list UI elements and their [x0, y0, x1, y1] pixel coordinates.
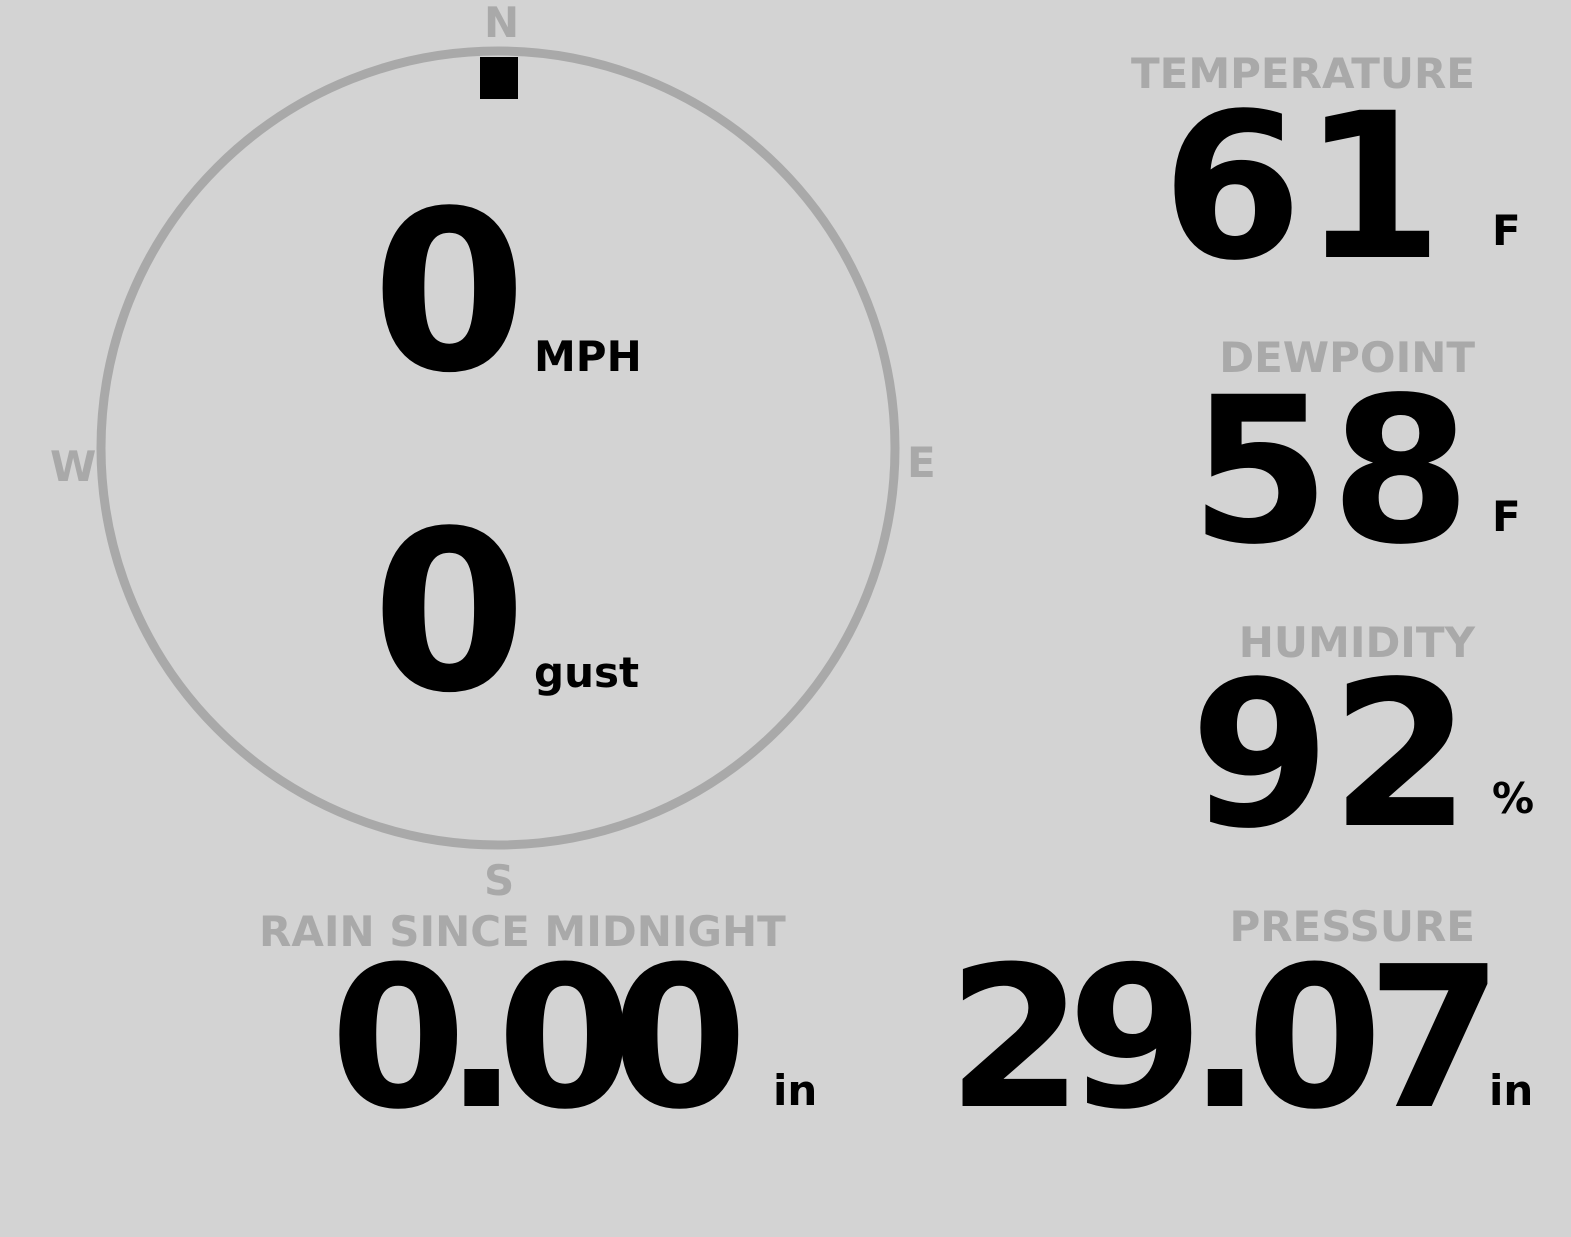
compass-east: E [907, 438, 936, 487]
temperature-unit: F [1492, 206, 1521, 255]
rain-value: 0.00 [330, 925, 748, 1153]
rain-unit: in [773, 1066, 818, 1115]
humidity-label: HUMIDITY [1238, 618, 1475, 667]
compass-west: W [50, 442, 97, 491]
dewpoint-unit: F [1492, 492, 1521, 541]
compass-north: N [484, 0, 520, 47]
pressure-label: PRESSURE [1229, 902, 1475, 951]
pressure-value: 29.07 [947, 925, 1503, 1153]
rain-label: RAIN SINCE MIDNIGHT [259, 907, 786, 956]
temperature-label: TEMPERATURE [1131, 49, 1475, 98]
pressure-unit: in [1489, 1066, 1534, 1115]
temperature-value: 61 [1161, 69, 1443, 305]
dewpoint-value: 58 [1189, 353, 1471, 589]
dewpoint-label: DEWPOINT [1219, 333, 1475, 382]
wind-speed-value: 0 [372, 164, 527, 422]
compass-south: S [484, 856, 515, 905]
humidity-unit: % [1492, 774, 1535, 823]
humidity-value: 92 [1189, 637, 1471, 873]
wind-speed-unit: MPH [534, 332, 642, 381]
wind-gust-unit: gust [534, 648, 640, 697]
wind-compass [96, 46, 900, 850]
compass-ring [96, 46, 900, 850]
wind-gust-value: 0 [372, 484, 527, 742]
wind-direction-indicator [480, 57, 518, 99]
